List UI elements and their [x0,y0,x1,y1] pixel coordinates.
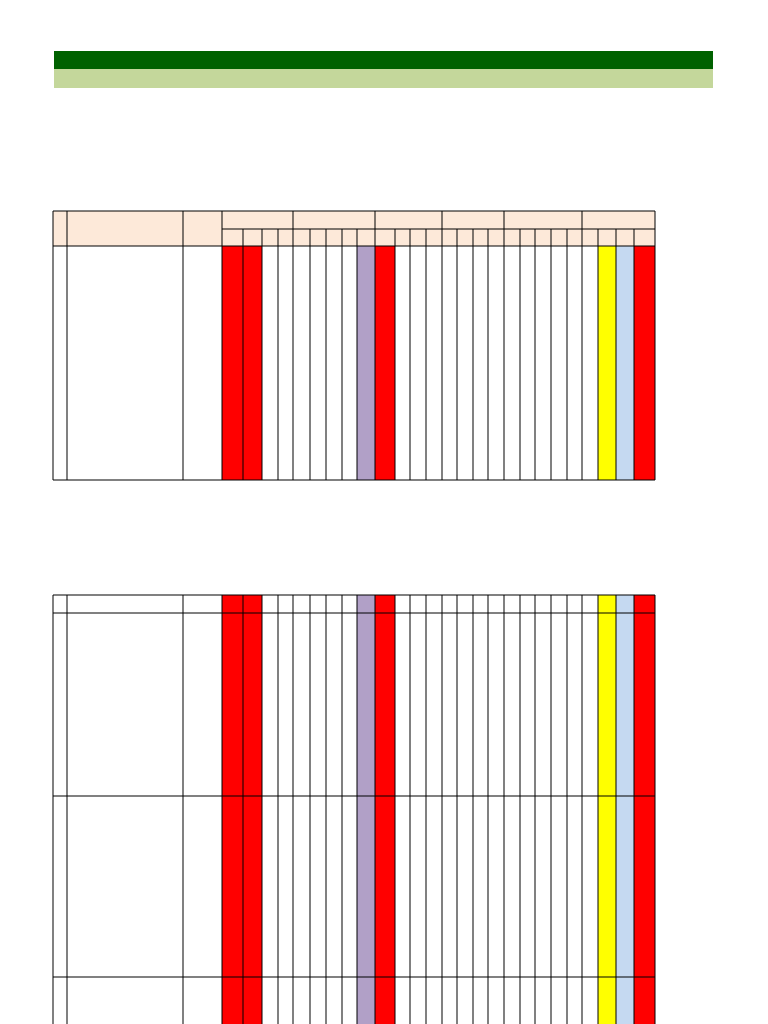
colored-column [243,595,262,1024]
colored-column [616,595,634,1024]
colored-column [616,246,634,480]
subtitle-band [54,69,713,88]
colored-column [243,246,262,480]
colored-column [375,246,395,480]
colored-column [222,595,243,1024]
colored-column [598,595,616,1024]
colored-column [357,246,375,480]
title-band [54,51,713,69]
colored-column [634,246,655,480]
colored-column [598,246,616,480]
colored-column [634,595,655,1024]
colored-column [357,595,375,1024]
colored-column [222,246,243,480]
colored-column [375,595,395,1024]
